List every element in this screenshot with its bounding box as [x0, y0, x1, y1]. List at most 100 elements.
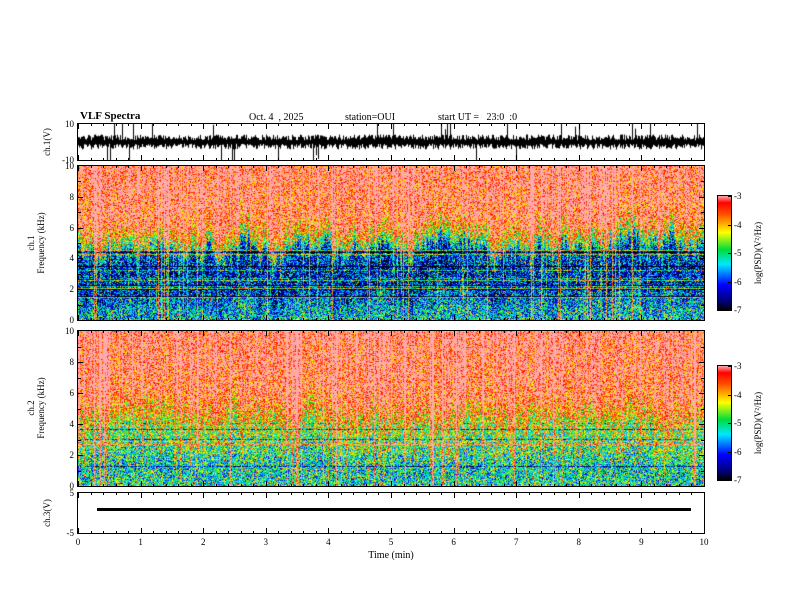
axis-tick: [228, 158, 230, 160]
axis-tick: [453, 315, 455, 320]
axis-tick: [90, 484, 92, 486]
ch2-spectrogram-panel: [77, 330, 705, 487]
axis-tick: [290, 484, 292, 486]
axis-tick: [340, 166, 342, 168]
axis-tick: [178, 531, 180, 533]
ch2-spec-axis-label-line2: Frequency (kHz): [36, 377, 46, 439]
axis-tick: [416, 484, 418, 486]
axis-tick: [215, 166, 217, 168]
x-tick-label: 1: [138, 537, 143, 547]
axis-tick: [165, 166, 167, 168]
axis-tick: [365, 158, 367, 160]
axis-tick: [603, 318, 605, 320]
axis-tick: [704, 481, 705, 486]
ch1-spectrogram-panel: [77, 165, 705, 321]
axis-tick: [303, 158, 305, 160]
axis-tick: [178, 484, 180, 486]
axis-tick: [328, 124, 330, 129]
axis-tick: [678, 318, 680, 320]
axis-tick: [78, 289, 83, 291]
axis-tick: [441, 484, 443, 486]
axis-tick: [303, 484, 305, 486]
axis-tick: [699, 289, 704, 291]
axis-tick: [278, 331, 280, 333]
y-tick-label: 5: [69, 488, 75, 498]
axis-tick: [403, 158, 405, 160]
axis-tick: [566, 484, 568, 486]
axis-tick: [391, 331, 392, 336]
axis-tick: [240, 484, 242, 486]
axis-tick: [466, 531, 468, 533]
axis-tick: [353, 331, 355, 333]
axis-tick: [315, 484, 317, 486]
axis-tick: [215, 484, 217, 486]
axis-tick: [653, 484, 655, 486]
axis-tick: [391, 166, 392, 171]
axis-tick: [240, 158, 242, 160]
axis-tick: [165, 158, 167, 160]
axis-tick: [391, 155, 392, 160]
axis-tick: [603, 484, 605, 486]
axis-tick: [666, 158, 668, 160]
axis-tick: [215, 331, 217, 333]
axis-tick: [215, 158, 217, 160]
axis-tick: [228, 166, 230, 168]
axis-tick: [616, 318, 618, 320]
axis-tick: [466, 484, 468, 486]
axis-tick: [666, 493, 668, 495]
axis-tick: [265, 481, 267, 486]
axis-tick: [441, 531, 443, 533]
axis-tick: [704, 493, 705, 498]
axis-tick: [678, 331, 680, 333]
station-label: station=OUI: [345, 112, 396, 123]
y-tick-label: 10: [65, 119, 74, 129]
axis-tick: [453, 155, 455, 160]
axis-tick: [578, 528, 580, 533]
axis-tick: [453, 481, 455, 486]
axis-tick: [441, 158, 443, 160]
axis-tick: [265, 493, 267, 498]
x-tick-label: 6: [451, 537, 456, 547]
axis-tick: [403, 124, 405, 126]
axis-tick: [541, 493, 543, 495]
axis-tick: [103, 484, 105, 486]
axis-tick: [78, 377, 81, 379]
axis-tick: [78, 196, 83, 198]
axis-tick: [340, 493, 342, 495]
axis-tick: [516, 124, 518, 129]
axis-tick: [303, 166, 305, 168]
axis-tick: [403, 166, 405, 168]
axis-tick: [315, 331, 317, 333]
axis-tick: [466, 166, 468, 168]
axis-tick: [528, 493, 530, 495]
axis-tick: [303, 331, 305, 333]
axis-tick: [704, 315, 705, 320]
axis-tick: [165, 124, 167, 126]
axis-tick: [491, 166, 493, 168]
axis-tick: [466, 331, 468, 333]
axis-tick: [591, 493, 593, 495]
ch1-spectrogram-plot: [78, 166, 704, 320]
axis-tick: [365, 493, 367, 495]
axis-tick: [78, 155, 79, 160]
axis-tick: [591, 331, 593, 333]
axis-tick: [265, 166, 267, 171]
axis-tick: [666, 531, 668, 533]
axis-tick: [516, 155, 518, 160]
y-tick-label: -5: [66, 528, 75, 538]
axis-tick: [90, 166, 92, 168]
axis-tick: [290, 331, 292, 333]
axis-tick: [528, 331, 530, 333]
axis-tick: [153, 124, 155, 126]
axis-tick: [340, 484, 342, 486]
y-tick-label: 2: [69, 284, 75, 295]
y-tick-label: 8: [69, 191, 75, 202]
axis-tick: [240, 318, 242, 320]
axis-tick: [491, 318, 493, 320]
axis-tick: [453, 528, 455, 533]
axis-tick: [466, 158, 468, 160]
axis-tick: [391, 493, 392, 498]
axis-tick: [190, 531, 192, 533]
axis-tick: [378, 331, 380, 333]
axis-tick: [328, 331, 330, 336]
